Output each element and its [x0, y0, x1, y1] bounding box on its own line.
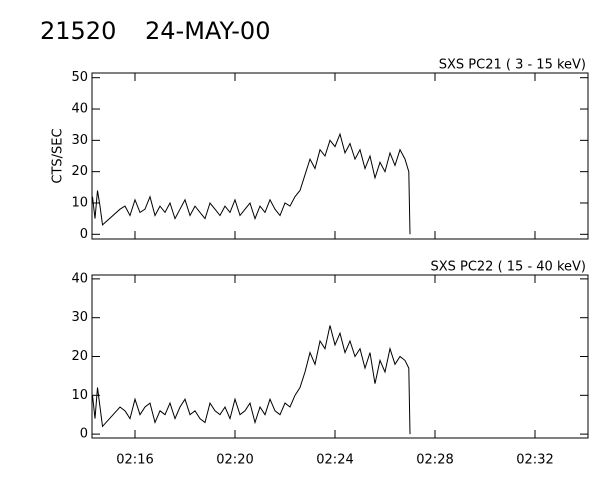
y-tick-label: 30 [71, 310, 88, 325]
y-tick-label: 30 [71, 133, 88, 148]
y-tick-label: 20 [71, 349, 88, 364]
y-tick-label: 50 [71, 70, 88, 85]
plot-frame [91, 72, 589, 240]
x-tick-label: 02:16 [116, 453, 153, 468]
data-line [92, 132, 411, 235]
y-tick-label: 0 [80, 227, 88, 242]
y-tick-label: 0 [80, 427, 88, 442]
x-tick-label: 02:24 [316, 453, 353, 468]
plot-frame [91, 274, 589, 439]
y-tick-label: 10 [71, 388, 88, 403]
y-tick-label: 40 [71, 102, 88, 117]
header-id: 21520 [40, 17, 116, 45]
y-tick-label: 10 [71, 195, 88, 210]
y-axis-label: CTS/SEC [51, 128, 66, 183]
chart-title: SXS PC22 ( 15 - 40 keV) [430, 260, 586, 275]
x-tick-label: 02:20 [216, 453, 253, 468]
chart-title: SXS PC21 ( 3 - 15 keV) [439, 58, 586, 73]
x-tick-label: 02:28 [416, 453, 453, 468]
y-tick-label: 40 [71, 271, 88, 286]
header-date: 24-MAY-00 [145, 17, 270, 45]
data-line [92, 325, 411, 435]
x-tick-label: 02:32 [516, 453, 553, 468]
y-tick-label: 20 [71, 164, 88, 179]
